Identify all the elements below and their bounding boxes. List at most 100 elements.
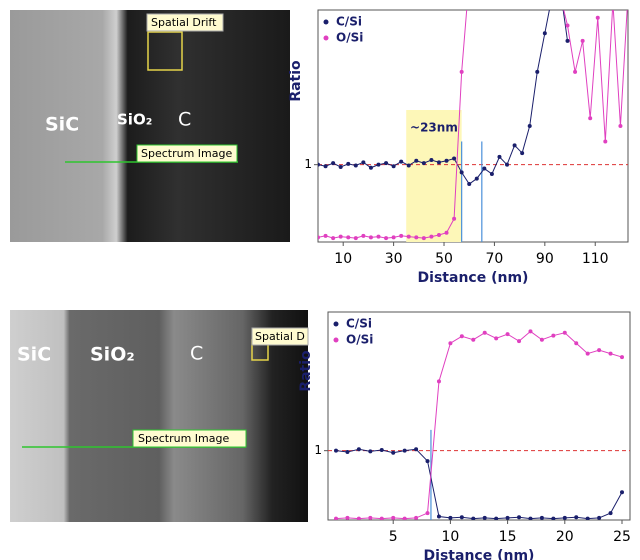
data-point xyxy=(436,160,441,165)
data-point xyxy=(505,162,510,167)
data-point xyxy=(565,23,570,28)
data-point xyxy=(459,170,464,175)
label: SiO₂ xyxy=(117,111,152,129)
data-point xyxy=(580,38,585,43)
data-point xyxy=(505,332,510,337)
data-point xyxy=(459,334,464,339)
data-point xyxy=(535,69,540,74)
data-point xyxy=(482,515,487,520)
data-point xyxy=(528,516,533,520)
data-point xyxy=(474,176,479,181)
legend-marker xyxy=(323,35,329,41)
data-point xyxy=(406,163,411,168)
label: SiC xyxy=(17,344,51,366)
data-point xyxy=(318,162,320,167)
data-point xyxy=(346,235,351,240)
data-point xyxy=(608,351,613,356)
data-point xyxy=(406,234,411,239)
data-point xyxy=(345,450,350,455)
data-point xyxy=(452,216,457,221)
legend-marker xyxy=(333,337,339,343)
data-point xyxy=(368,165,373,170)
data-point xyxy=(379,516,384,520)
micrograph-bottom: SiC SiO₂ C Spatial D Spectrum Image xyxy=(10,310,309,522)
data-point xyxy=(379,447,384,452)
data-point xyxy=(391,515,396,520)
data-point xyxy=(391,450,396,455)
data-point xyxy=(494,336,499,341)
data-point xyxy=(585,351,590,356)
data-point xyxy=(436,514,441,519)
x-tick-label: 50 xyxy=(435,251,453,267)
x-axis-label: Distance (nm) xyxy=(418,270,529,286)
annotation: ~23nm xyxy=(410,121,458,135)
data-point xyxy=(517,339,522,344)
micrograph-top: SiC SiO₂ C Spatial Drift Spectrum Image xyxy=(10,10,290,242)
data-point xyxy=(467,182,472,186)
data-point xyxy=(361,233,366,238)
tag-box xyxy=(251,327,309,346)
data-point xyxy=(429,234,434,239)
data-point xyxy=(429,158,434,163)
data-point xyxy=(436,379,441,384)
data-point xyxy=(356,516,361,520)
data-point xyxy=(494,516,499,520)
data-point xyxy=(608,511,613,516)
x-tick-label: 10 xyxy=(441,529,459,545)
data-point xyxy=(520,151,525,156)
data-point xyxy=(368,515,373,520)
data-point xyxy=(489,171,494,176)
data-point xyxy=(551,333,556,338)
x-axis-label: Distance (nm) xyxy=(424,548,535,560)
y-tick-label: 1 xyxy=(314,443,322,457)
legend-label: C/Si xyxy=(346,317,372,331)
tag: Spatial Drift xyxy=(151,16,217,29)
x-tick-label: 20 xyxy=(556,529,574,545)
label: C xyxy=(178,109,191,131)
plot xyxy=(328,329,630,520)
tag-box xyxy=(132,429,247,448)
legend-label: C/Si xyxy=(336,15,362,29)
data-point xyxy=(527,124,532,128)
label: SiO₂ xyxy=(90,344,135,366)
data-point xyxy=(448,515,453,520)
data-point xyxy=(338,234,343,239)
highlight xyxy=(406,110,462,242)
data-point xyxy=(414,515,419,520)
x-tick-label: 30 xyxy=(385,251,403,267)
data-point xyxy=(539,515,544,520)
data-point xyxy=(448,341,453,346)
data-point xyxy=(346,161,351,166)
legend-label: O/Si xyxy=(346,333,373,347)
image xyxy=(10,10,290,242)
data-point xyxy=(334,516,339,520)
data-point xyxy=(361,160,366,165)
tag-box xyxy=(146,13,224,32)
data-point xyxy=(391,164,396,169)
data-point xyxy=(376,162,381,167)
tag: Spectrum Image xyxy=(138,432,229,445)
data-point xyxy=(391,235,396,240)
data-point xyxy=(414,235,419,240)
data-point xyxy=(425,459,430,464)
data-point xyxy=(345,515,350,520)
x-tick-label: 90 xyxy=(536,251,554,267)
data-point xyxy=(482,166,487,171)
drift-box xyxy=(147,31,183,71)
data-point xyxy=(353,163,358,168)
legend-marker xyxy=(333,321,339,327)
label: C xyxy=(190,343,203,365)
data-point xyxy=(459,515,464,520)
data-point xyxy=(399,233,404,238)
y-axis-label: Ratio xyxy=(288,60,304,102)
plot: ~23nm xyxy=(318,10,628,242)
data-point xyxy=(551,516,556,520)
data-point xyxy=(402,516,407,520)
data-point xyxy=(512,143,517,148)
data-point xyxy=(444,230,449,235)
data-point xyxy=(402,448,407,453)
data-point xyxy=(421,236,426,241)
legend-label: O/Si xyxy=(336,31,363,45)
data-point xyxy=(338,164,343,169)
